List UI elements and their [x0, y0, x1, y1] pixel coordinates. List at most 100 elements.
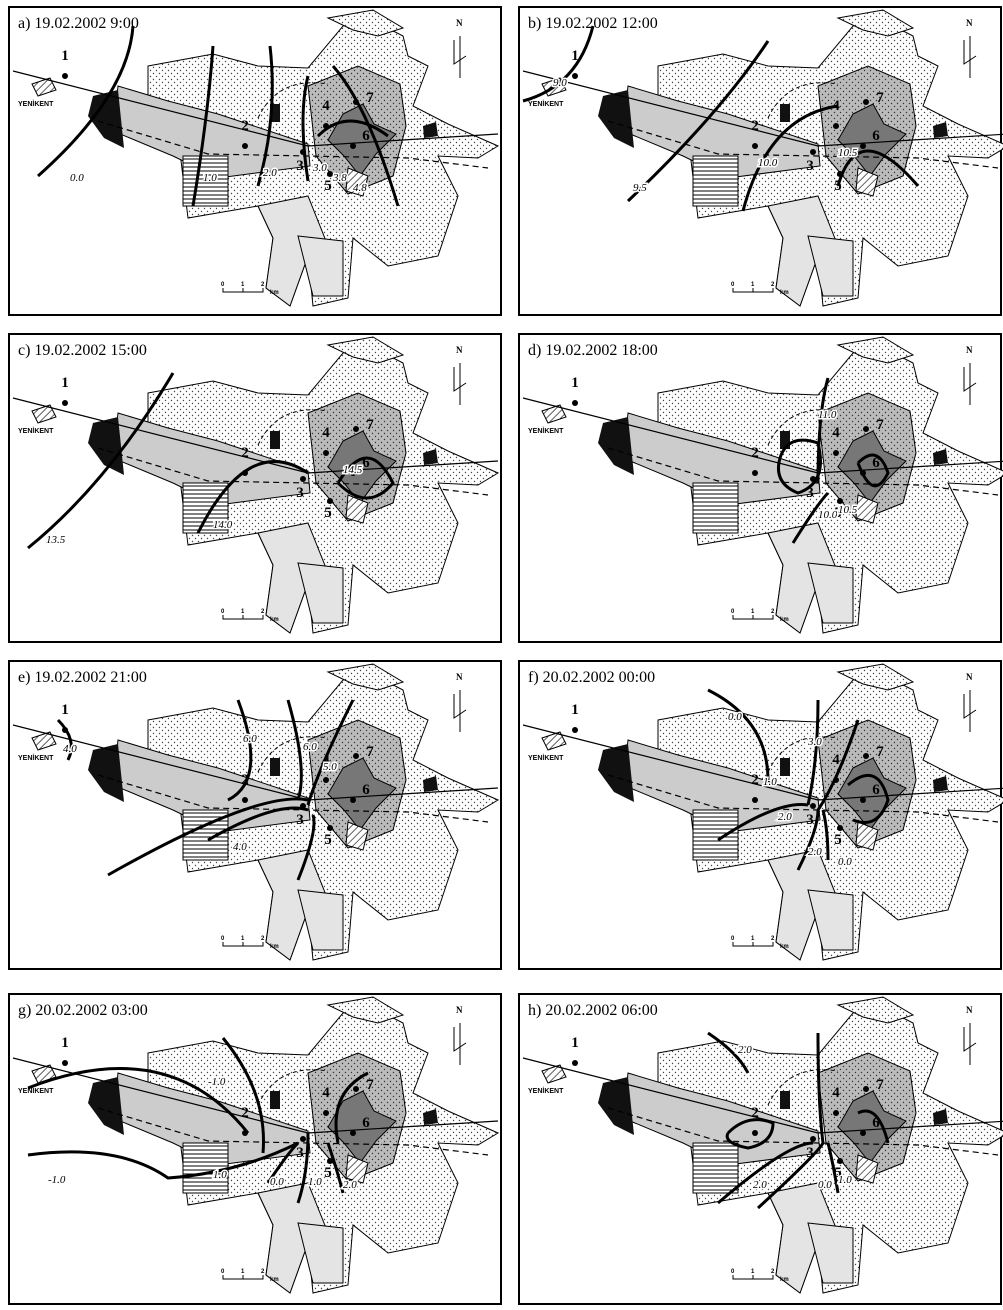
station-label: 4 — [832, 752, 840, 768]
station-label: 3 — [296, 158, 304, 174]
station-label: 6 — [362, 782, 370, 798]
scale-label: km — [270, 1277, 279, 1283]
station-label: 3 — [806, 485, 814, 501]
scale-label: 2 — [771, 282, 775, 288]
city-label: YENİKENT — [18, 754, 54, 762]
isotherm-label: 10.0 — [758, 157, 778, 169]
city-label: YENİKENT — [528, 754, 564, 762]
north-label: N — [456, 18, 463, 28]
station-label: 7 — [876, 417, 884, 433]
station-label: 7 — [366, 744, 374, 760]
isotherm-label: 6.0 — [243, 733, 257, 745]
station-label: 6 — [362, 128, 370, 144]
station-label: 3 — [296, 812, 304, 828]
station-label: 7 — [366, 90, 374, 106]
station-label: 5 — [324, 832, 332, 848]
isotherm — [296, 1132, 310, 1204]
station-label: 5 — [324, 505, 332, 521]
isotherm — [796, 809, 820, 871]
isotherm-label: 0.0 — [70, 172, 84, 184]
isotherm — [191, 45, 215, 207]
isotherm-label: 4.0 — [233, 841, 247, 853]
panel-title: h) 20.02.2002 06:00 — [528, 1002, 658, 1019]
north-label: N — [966, 345, 973, 355]
map-panel: d) 19.02.2002 18:00 YENİKENT N 1 2 3 4 5 6 7 0 1 2 km… — [518, 333, 1003, 643]
station-label: 1 — [571, 375, 579, 391]
station-label: 1 — [571, 702, 579, 718]
city-label: YENİKENT — [528, 427, 564, 435]
scale-label: 2 — [771, 609, 775, 615]
scale-label: 0 — [221, 1269, 225, 1275]
panel-title: f) 20.02.2002 00:00 — [528, 669, 655, 686]
north-label: N — [456, 1005, 463, 1015]
isotherm — [286, 699, 303, 801]
panel-title: a) 19.02.2002 9:00 — [18, 15, 139, 32]
scale-label: 1 — [241, 1269, 245, 1275]
isotherm — [821, 809, 830, 861]
isotherm-label: 14.0 — [213, 519, 233, 531]
city-label: YENİKENT — [528, 1087, 564, 1095]
isotherm-label: 0.0 — [838, 856, 852, 868]
station-label: 6 — [362, 1115, 370, 1131]
station-label: 1 — [571, 48, 579, 64]
isotherm — [256, 45, 274, 187]
isotherm-label: 0.0 — [270, 1176, 284, 1188]
scale-label: 0 — [221, 282, 225, 288]
isotherm — [816, 1032, 825, 1144]
isotherm-label: 13.5 — [46, 534, 66, 546]
scale-label: 2 — [261, 936, 265, 942]
station-label: 5 — [324, 1165, 332, 1181]
north-label: N — [456, 345, 463, 355]
isotherm-label: 9.5 — [633, 182, 647, 194]
isotherm-label: 3.0 — [312, 162, 327, 174]
station-label: 3 — [806, 812, 814, 828]
scale-label: 1 — [751, 936, 755, 942]
scale-label: 1 — [241, 282, 245, 288]
station-label: 1 — [61, 702, 69, 718]
map-panel: a) 19.02.2002 9:00 YENİKENT N 1 2 3 4 5 6 7 0 1 2 km 0… — [8, 6, 502, 316]
isotherm — [725, 1118, 775, 1150]
isotherm-label: 1.0 — [838, 1174, 852, 1186]
city-label: YENİKENT — [18, 100, 54, 108]
scale-label: km — [270, 290, 279, 296]
isotherm — [826, 1142, 840, 1194]
isotherm-label: -1.0 — [208, 1076, 226, 1088]
station-label: 3 — [296, 485, 304, 501]
isotherm — [331, 65, 400, 207]
station-label: 5 — [834, 832, 842, 848]
scale-label: 0 — [731, 1269, 735, 1275]
isotherm — [334, 1071, 369, 1144]
isotherm — [806, 699, 820, 806]
station-label: 6 — [872, 1115, 880, 1131]
isotherm — [856, 453, 890, 488]
station-label: 7 — [876, 90, 884, 106]
scale-label: km — [780, 290, 789, 296]
isotherm — [27, 1141, 299, 1180]
isotherm — [37, 25, 135, 178]
scale-label: 0 — [221, 609, 225, 615]
scale-label: 0 — [221, 936, 225, 942]
scale-label: 2 — [261, 282, 265, 288]
scale-label: 2 — [771, 936, 775, 942]
station-label: 4 — [832, 1085, 840, 1101]
map-panel: c) 19.02.2002 15:00 YENİKENT N 1 2 3 4 5 6 7 0 1 2 km… — [8, 333, 502, 643]
station-label: 2 — [751, 1105, 759, 1121]
panel-title: d) 19.02.2002 18:00 — [528, 342, 658, 359]
station-label: 2 — [751, 772, 759, 788]
panel-title: e) 19.02.2002 21:00 — [18, 669, 147, 686]
scale-label: 0 — [731, 609, 735, 615]
station-label: 7 — [876, 744, 884, 760]
isotherm-label: 2.0 — [778, 811, 792, 823]
isotherm — [791, 491, 830, 544]
panel-title: b) 19.02.2002 12:00 — [528, 15, 658, 32]
station-label: 7 — [876, 1077, 884, 1093]
station-label: 4 — [322, 1085, 330, 1101]
isotherm-label: 3.8 — [332, 172, 347, 184]
isotherm-label: 2.0 — [738, 1044, 752, 1056]
isotherm-label: 0.0 — [818, 1179, 832, 1191]
isotherm-label: -1.0 — [48, 1174, 66, 1186]
isotherm — [221, 1037, 265, 1154]
isotherm — [741, 104, 839, 212]
scale-label: 0 — [731, 282, 735, 288]
station-label: 2 — [751, 445, 759, 461]
